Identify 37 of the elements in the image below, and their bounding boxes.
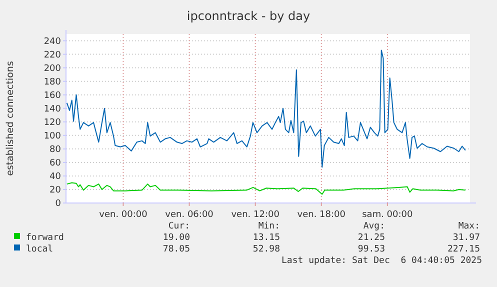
legend-label: forward <box>26 233 64 243</box>
y-axis-title: established connections <box>5 61 16 176</box>
text: 31.97 <box>452 233 480 243</box>
text: 13.15 <box>252 233 280 243</box>
x-tick-label: ven. 18:00 <box>297 210 346 220</box>
y-tick-label: 200 <box>44 64 62 74</box>
legend-label: local <box>26 244 54 254</box>
text: Last update: Sat Dec 6 04:40:05 2025 <box>282 256 482 266</box>
text: 21.25 <box>358 233 385 243</box>
y-tick-label: 20 <box>50 186 62 196</box>
y-tick-label: 140 <box>44 104 62 115</box>
x-tick-label: ven. 00:00 <box>99 210 148 220</box>
text: Max: <box>458 222 480 232</box>
text: 52.98 <box>252 244 280 254</box>
text: 78.05 <box>162 244 190 254</box>
text: 99.53 <box>358 244 385 254</box>
x-tick-label: ven. 06:00 <box>165 210 214 220</box>
text: Avg: <box>363 222 385 232</box>
x-tick-label: ven. 12:00 <box>231 210 280 220</box>
y-tick-label: 80 <box>50 145 62 156</box>
y-tick-label: 40 <box>50 172 62 182</box>
y-tick-label: 220 <box>44 50 62 60</box>
text: Cur: <box>168 222 190 232</box>
y-tick-label: 120 <box>44 118 62 128</box>
y-tick-label: 240 <box>44 36 62 47</box>
y-tick-label: 0 <box>55 199 62 210</box>
y-tick-label: 160 <box>44 90 62 101</box>
y-tick-label: 180 <box>44 77 62 88</box>
line-series <box>66 50 466 168</box>
text: 227.15 <box>447 244 480 254</box>
line-series <box>66 182 466 195</box>
text: Min: <box>258 222 280 232</box>
x-tick-label: sam. 00:00 <box>362 210 414 220</box>
y-tick-label: 100 <box>44 132 62 142</box>
y-tick-label: 60 <box>50 158 62 169</box>
chart-title: ipconntrack - by day <box>186 9 310 23</box>
text: 19.00 <box>162 233 190 243</box>
